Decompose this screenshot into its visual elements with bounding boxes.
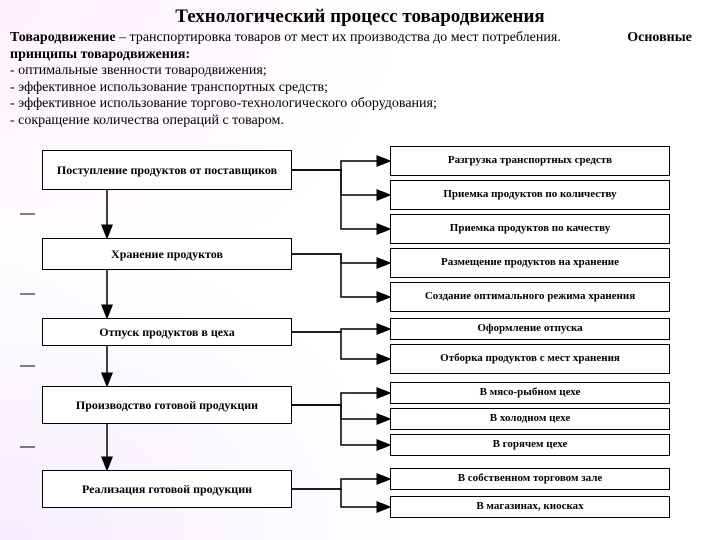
flowchart: Поступление продуктов от поставщиков Хран… <box>0 146 720 540</box>
term: Товародвижение <box>10 30 116 45</box>
flowchart-node: Приемка продуктов по качеству <box>390 214 670 244</box>
flowchart-node: Создание оптимального режима хранения <box>390 282 670 312</box>
flowchart-node: Размещение продуктов на хранение <box>390 248 670 278</box>
bullet-item: - эффективное использование торгово-техн… <box>10 96 708 113</box>
flowchart-node: В мясо-рыбном цехе <box>390 382 670 404</box>
definition-text: – транспортировка товаров от мест их про… <box>116 30 561 45</box>
flowchart-node: Приемка продуктов по количеству <box>390 180 670 210</box>
slide-page: Технологический процесс товародвижения Т… <box>0 0 720 540</box>
flowchart-node: Разгрузка транспортных средств <box>390 146 670 176</box>
flowchart-node: Реализация готовой продукции <box>42 470 292 508</box>
flowchart-node: Хранение продуктов <box>42 238 292 270</box>
bullet-list: - оптимальные звенности товародвижения;-… <box>0 63 720 129</box>
bullet-item: - сокращение количества операций с товар… <box>10 113 708 130</box>
flowchart-node: В магазинах, киосках <box>390 496 670 518</box>
flowchart-node: Производство готовой продукции <box>42 386 292 424</box>
flowchart-node: В горячем цехе <box>390 434 670 456</box>
flowchart-node: Оформление отпуска <box>390 318 670 340</box>
flowchart-node: Отпуск продуктов в цеха <box>42 318 292 346</box>
flowchart-node: В холодном цехе <box>390 408 670 430</box>
flowchart-node: В собственном торговом зале <box>390 468 670 490</box>
page-title: Технологический процесс товародвижения <box>0 0 720 28</box>
flowchart-node: Поступление продуктов от поставщиков <box>42 150 292 190</box>
bullet-item: - оптимальные звенности товародвижения; <box>10 63 708 80</box>
bullet-item: - эффективное использование транспортных… <box>10 80 708 97</box>
flowchart-node: Отборка продуктов с мест хранения <box>390 344 670 374</box>
intro-block: Товародвижение – транспортировка товаров… <box>0 28 720 63</box>
